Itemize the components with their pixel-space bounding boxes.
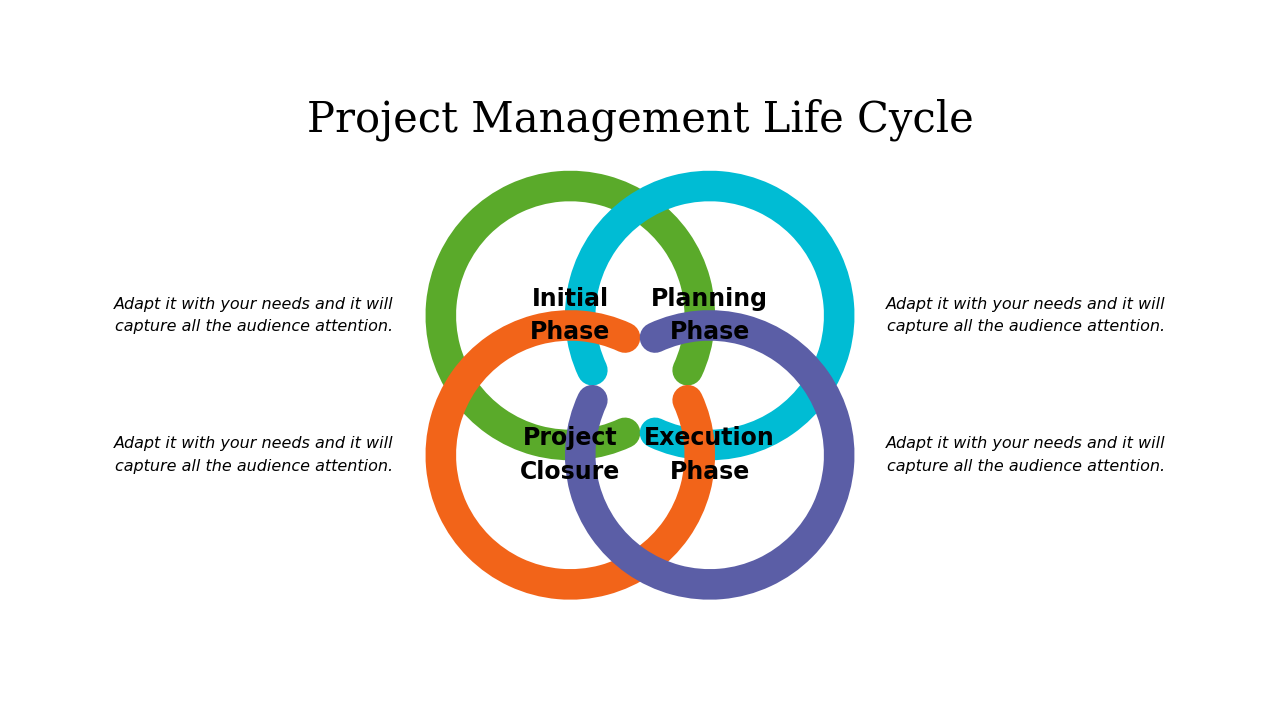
Text: Planning
Phase: Planning Phase xyxy=(652,287,768,344)
Text: Adapt it with your needs and it will
capture all the audience attention.: Adapt it with your needs and it will cap… xyxy=(114,436,394,474)
Text: Adapt it with your needs and it will
capture all the audience attention.: Adapt it with your needs and it will cap… xyxy=(886,297,1166,334)
Text: Project
Closure: Project Closure xyxy=(520,426,621,484)
Text: Adapt it with your needs and it will
capture all the audience attention.: Adapt it with your needs and it will cap… xyxy=(886,436,1166,474)
Text: Adapt it with your needs and it will
capture all the audience attention.: Adapt it with your needs and it will cap… xyxy=(114,297,394,334)
Text: Execution
Phase: Execution Phase xyxy=(644,426,776,484)
Text: Project Management Life Cycle: Project Management Life Cycle xyxy=(307,99,973,141)
Text: Initial
Phase: Initial Phase xyxy=(530,287,611,344)
